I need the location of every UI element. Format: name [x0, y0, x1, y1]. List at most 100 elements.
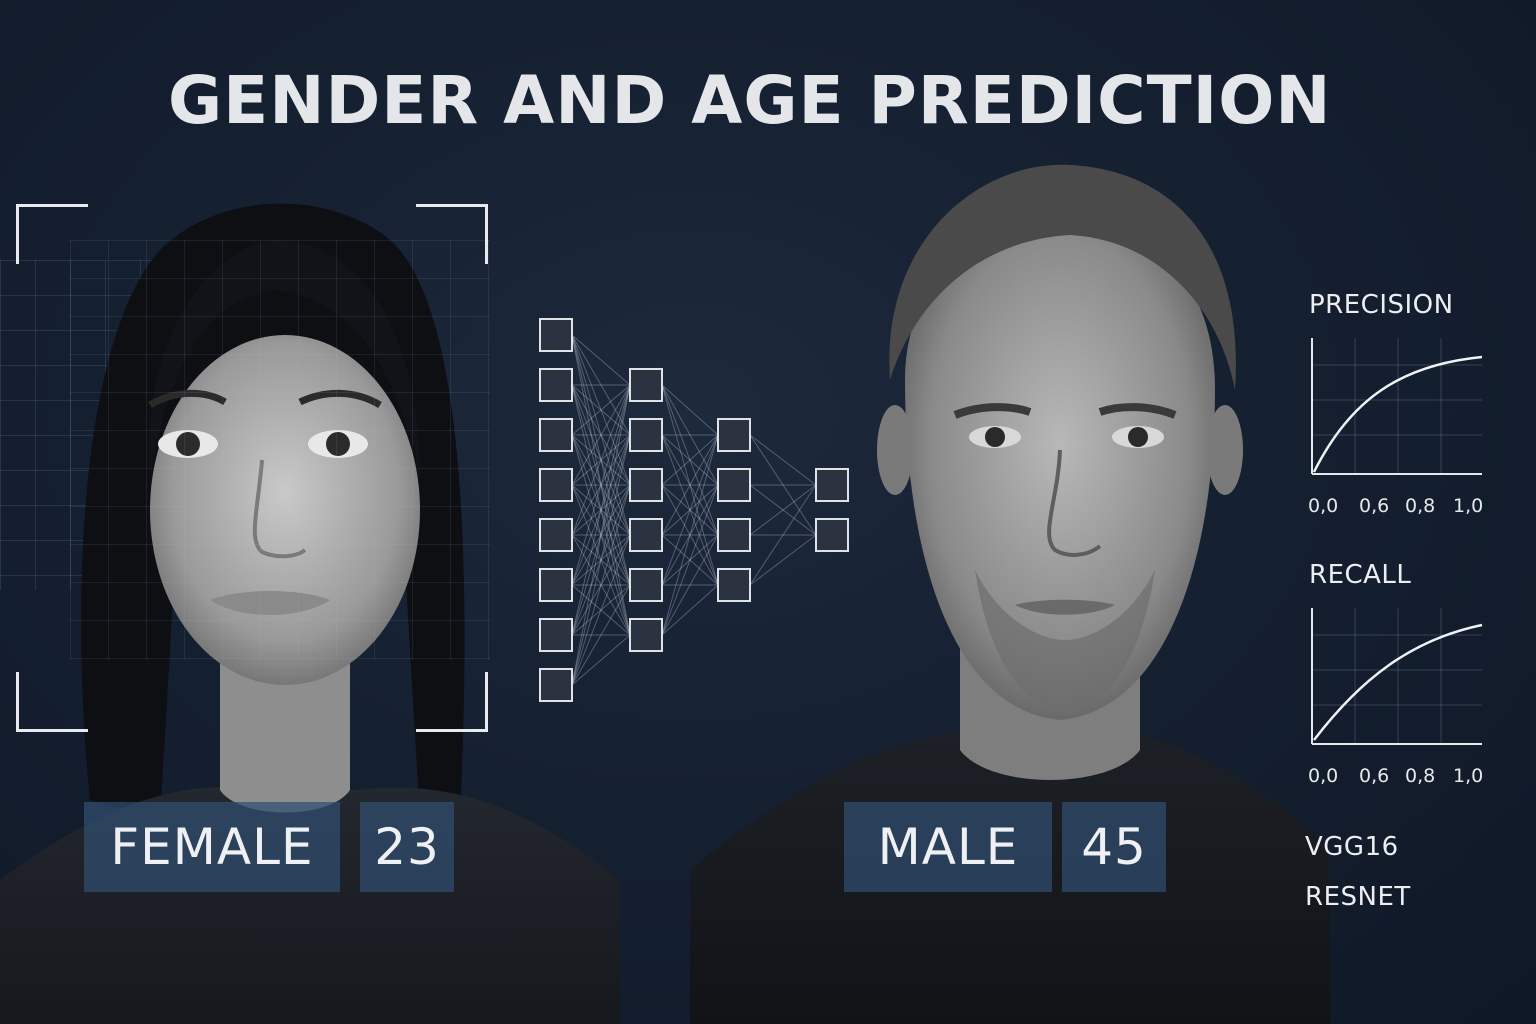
network-connection: [661, 484, 719, 536]
network-connection: [571, 434, 631, 536]
network-node-layer-3: [717, 468, 751, 502]
network-connection: [571, 434, 631, 636]
network-connection: [661, 484, 719, 636]
network-connection: [571, 434, 631, 636]
precision-tick: 0,8: [1405, 495, 1436, 517]
recall-curve: [1313, 623, 1483, 741]
recall-tick: 0,0: [1308, 765, 1339, 787]
network-connection: [571, 434, 631, 686]
face-detection-grid: [70, 240, 490, 660]
network-connection: [571, 384, 631, 536]
network-connection: [661, 434, 719, 536]
network-node-layer-2: [629, 468, 663, 502]
network-node-layer-3: [717, 418, 751, 452]
male-gender-label: MALE: [844, 802, 1052, 892]
network-connection: [571, 484, 631, 536]
network-node-layer-2: [629, 518, 663, 552]
network-connection: [571, 334, 631, 436]
network-node-layer-2: [629, 568, 663, 602]
network-node-layer-4: [815, 518, 849, 552]
detection-bracket-bottom-left: [16, 672, 88, 732]
network-node-layer-4: [815, 468, 849, 502]
network-connection: [571, 434, 631, 586]
network-connection: [571, 384, 631, 486]
network-connection: [571, 584, 631, 636]
network-connection: [661, 434, 719, 586]
network-connection: [571, 384, 631, 636]
network-connection: [661, 434, 719, 486]
network-connection: [571, 484, 631, 536]
male-age-label: 45: [1062, 802, 1166, 892]
network-connection: [661, 434, 719, 586]
network-connection: [661, 384, 719, 586]
network-connection: [661, 384, 719, 436]
network-connection: [749, 534, 817, 586]
detection-bracket-top-right: [416, 204, 488, 264]
network-connection: [571, 384, 631, 486]
network-connection: [571, 334, 631, 486]
network-connection: [571, 434, 631, 486]
network-connection: [571, 384, 631, 536]
recall-title: RECALL: [1309, 560, 1412, 590]
network-connection: [661, 434, 719, 536]
precision-tick: 1,0: [1453, 495, 1484, 517]
detection-bracket-bottom-right: [416, 672, 488, 732]
network-connection: [571, 484, 631, 636]
network-connection: [571, 434, 631, 486]
network-connection: [571, 484, 631, 586]
neural-network-diagram: [539, 318, 849, 702]
network-connection: [661, 484, 719, 586]
network-connection: [571, 484, 631, 686]
network-connection: [661, 534, 719, 636]
network-connection: [571, 434, 631, 586]
network-node-layer-1: [539, 618, 573, 652]
network-connection: [571, 534, 631, 636]
network-connection: [749, 484, 817, 536]
network-node-layer-3: [717, 568, 751, 602]
network-connection: [749, 484, 817, 536]
network-node-layer-2: [629, 618, 663, 652]
recall-tick: 0,6: [1359, 765, 1390, 787]
network-connection: [749, 484, 817, 586]
network-connection: [571, 384, 631, 436]
network-connection: [661, 384, 719, 536]
precision-plot: [1311, 338, 1483, 475]
network-connection: [571, 334, 631, 636]
network-connection: [661, 434, 719, 636]
recall-plot: [1311, 608, 1483, 745]
network-connection: [571, 634, 631, 686]
network-connection: [571, 534, 631, 636]
network-connection: [571, 384, 631, 686]
network-connection: [571, 384, 631, 636]
network-connection: [571, 334, 631, 586]
model-name: VGG16: [1305, 832, 1399, 862]
network-node-layer-1: [539, 668, 573, 702]
network-node-layer-2: [629, 418, 663, 452]
model-name: RESNET: [1305, 882, 1411, 912]
network-connection: [571, 334, 631, 536]
network-connection: [661, 484, 719, 586]
network-connection: [661, 484, 719, 536]
female-gender-label: FEMALE: [84, 802, 340, 892]
network-connection: [661, 534, 719, 586]
network-connection: [571, 484, 631, 586]
network-node-layer-1: [539, 368, 573, 402]
recall-tick: 0,8: [1405, 765, 1436, 787]
precision-title: PRECISION: [1309, 290, 1454, 320]
detection-bracket-top-left: [16, 204, 88, 264]
network-connection: [571, 434, 631, 536]
network-connection: [571, 334, 631, 386]
network-connection: [661, 384, 719, 486]
network-connection: [661, 434, 719, 486]
network-node-layer-1: [539, 568, 573, 602]
network-connection: [571, 484, 631, 636]
network-connection: [749, 434, 817, 536]
network-connection: [571, 584, 631, 636]
network-connection: [661, 534, 719, 586]
precision-tick: 0,6: [1359, 495, 1390, 517]
network-connection: [661, 584, 719, 636]
network-node-layer-1: [539, 318, 573, 352]
network-node-layer-3: [717, 518, 751, 552]
network-node-layer-1: [539, 518, 573, 552]
precision-curve: [1312, 355, 1483, 473]
